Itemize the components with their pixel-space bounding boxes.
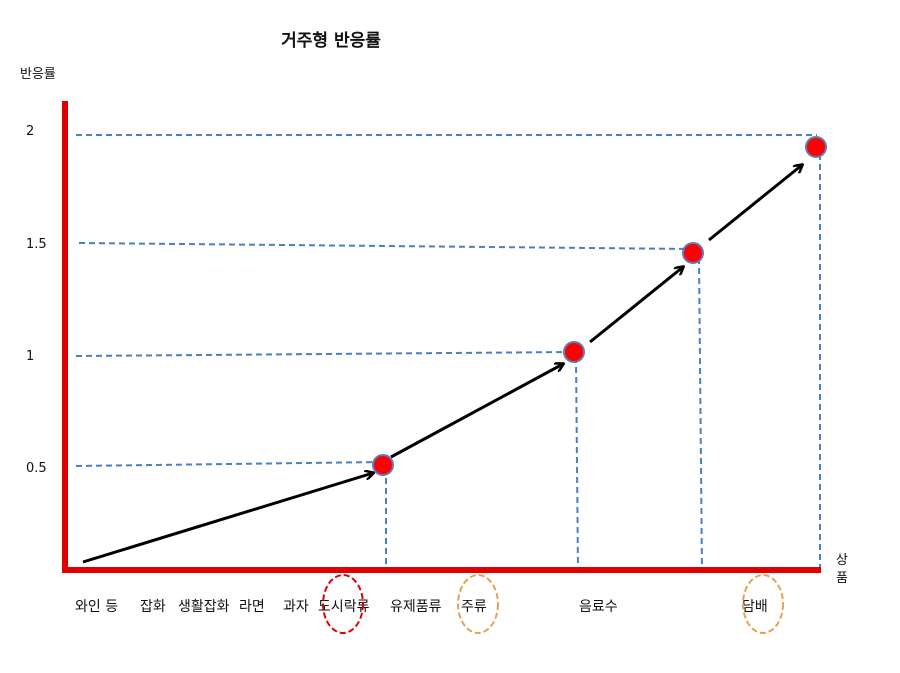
- diagram-title: 거주형 반응률: [281, 30, 381, 51]
- y-tick-2: 2: [26, 124, 34, 139]
- category-misc: 잡화: [140, 599, 166, 615]
- arrow-1: [82, 473, 373, 564]
- y-axis-title: 반응률: [20, 67, 56, 82]
- category-dairy: 유제품류: [390, 599, 442, 615]
- category-lunchbox: 도시락류: [318, 599, 370, 615]
- x-axis-title-line2: 품: [836, 571, 848, 586]
- guide-h-1-5: [78, 242, 693, 250]
- category-beverage: 음료수: [579, 599, 618, 615]
- category-tobacco: 담배: [742, 599, 768, 615]
- highlight-lunchbox: [322, 574, 364, 634]
- category-liquor: 주류: [461, 599, 487, 615]
- arrow-3: [589, 267, 683, 344]
- highlight-tobacco: [742, 574, 784, 634]
- category-household: 생활잡화: [178, 599, 230, 615]
- point-1: [372, 454, 394, 476]
- y-tick-0-5: 0.5: [26, 461, 47, 476]
- y-tick-1-5: 1.5: [26, 237, 47, 252]
- point-2: [563, 341, 585, 363]
- guide-v-3: [698, 257, 703, 571]
- category-snacks: 과자: [283, 599, 309, 615]
- y-tick-1: 1: [26, 349, 34, 364]
- guide-v-2: [575, 356, 579, 571]
- guide-h-1: [75, 351, 575, 357]
- point-4: [805, 136, 827, 158]
- category-wine: 와인 등: [75, 599, 118, 615]
- arrow-4: [708, 165, 802, 242]
- guide-h-0-5: [75, 461, 383, 467]
- category-ramen: 라면: [239, 599, 265, 615]
- x-axis-title-line1: 상: [836, 553, 848, 568]
- arrow-2: [390, 364, 563, 459]
- highlight-liquor: [457, 574, 499, 634]
- point-3: [682, 242, 704, 264]
